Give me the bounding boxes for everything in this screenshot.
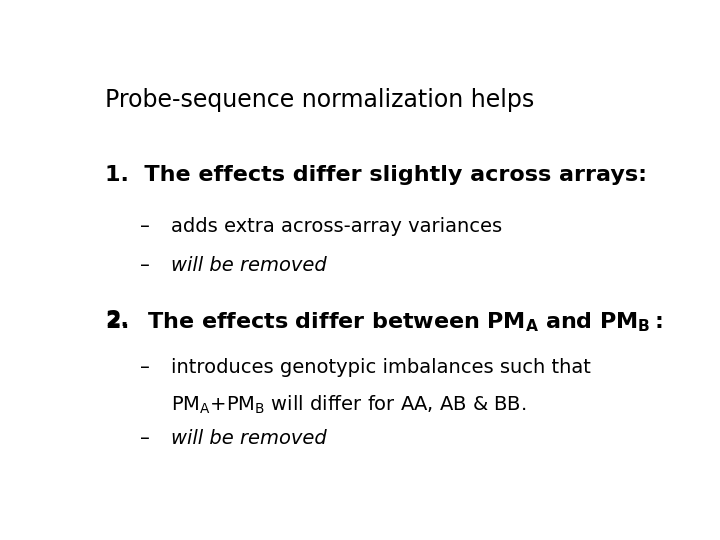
Text: Probe-sequence normalization helps: Probe-sequence normalization helps [105,87,534,112]
Text: 2.: 2. [105,310,129,330]
Text: will be removed: will be removed [171,256,327,275]
Text: adds extra across-array variances: adds extra across-array variances [171,217,502,235]
Text: will be removed: will be removed [171,429,327,448]
Text: $\mathrm{PM_A{+}PM_B}$ will differ for AA, AB & BB.: $\mathrm{PM_A{+}PM_B}$ will differ for A… [171,393,526,416]
Text: 1.  The effects differ slightly across arrays:: 1. The effects differ slightly across ar… [105,165,647,185]
Text: –: – [140,358,150,377]
Text: –: – [140,429,150,448]
Text: –: – [140,256,150,275]
Text: –: – [140,217,150,235]
Text: $\mathbf{2.\ \ The\ effects\ differ\ between\ PM_A\ and\ PM_B:}$: $\mathbf{2.\ \ The\ effects\ differ\ bet… [105,310,663,334]
Text: introduces genotypic imbalances such that: introduces genotypic imbalances such tha… [171,358,591,377]
